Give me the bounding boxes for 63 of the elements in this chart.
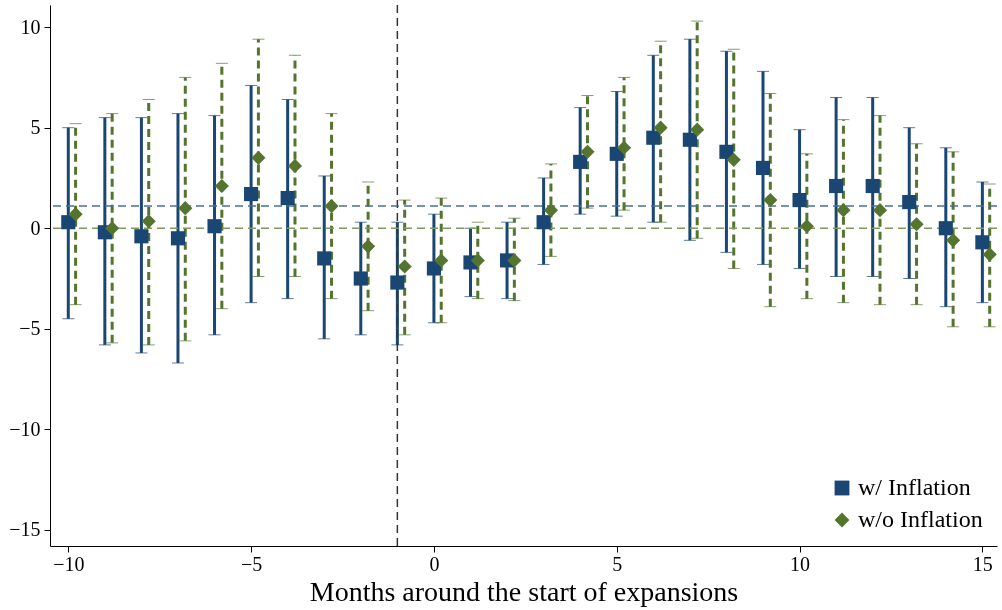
point [865, 178, 880, 194]
point [426, 261, 441, 276]
point [573, 154, 588, 169]
point [536, 215, 551, 230]
point [616, 140, 632, 155]
point [287, 158, 303, 173]
x-axis-title: Months around the start of expansions [309, 575, 739, 607]
point [872, 203, 888, 218]
point [682, 132, 697, 147]
point [763, 193, 778, 208]
point [170, 231, 186, 246]
x-tick-label: −5 [240, 552, 263, 575]
point [61, 215, 76, 230]
x-tick-label: 5 [612, 552, 623, 575]
point [178, 201, 193, 216]
point [397, 259, 412, 274]
x-tick-label: 0 [429, 552, 440, 575]
legend-label: w/o Inflation [858, 506, 983, 532]
point [251, 150, 266, 165]
point [134, 229, 149, 244]
point [726, 152, 741, 167]
point [105, 221, 120, 236]
point [902, 195, 917, 210]
point [646, 130, 661, 145]
point [207, 219, 222, 234]
x-tick-label: 15 [972, 552, 993, 575]
point [324, 199, 339, 214]
y-tick-label: 0 [30, 216, 41, 239]
point [938, 221, 953, 236]
point [361, 239, 376, 254]
point [975, 235, 990, 250]
point [829, 178, 844, 194]
point [690, 122, 705, 137]
point [434, 253, 449, 268]
point [507, 253, 522, 268]
point [909, 217, 924, 232]
point [799, 219, 814, 234]
point [68, 207, 83, 222]
y-tick-label: −10 [9, 417, 41, 440]
point [653, 120, 668, 135]
legend-label: w/ Inflation [858, 474, 971, 500]
point [543, 203, 558, 218]
point [946, 233, 961, 248]
y-tick-label: 5 [30, 116, 41, 139]
point [836, 203, 851, 218]
point [792, 193, 807, 208]
y-tick-label: −15 [9, 518, 41, 541]
point [353, 271, 368, 286]
point [280, 191, 295, 206]
point [470, 253, 485, 268]
point [141, 214, 156, 229]
point [214, 178, 229, 194]
point [390, 275, 405, 290]
x-tick-label: 10 [790, 552, 811, 575]
point [719, 144, 734, 159]
x-tick-label: −10 [53, 552, 85, 575]
point [580, 144, 595, 159]
y-tick-label: 10 [20, 15, 41, 38]
point [982, 247, 997, 262]
point [317, 251, 332, 266]
point [244, 186, 259, 202]
y-tick-label: −5 [19, 317, 41, 340]
point [755, 160, 771, 175]
